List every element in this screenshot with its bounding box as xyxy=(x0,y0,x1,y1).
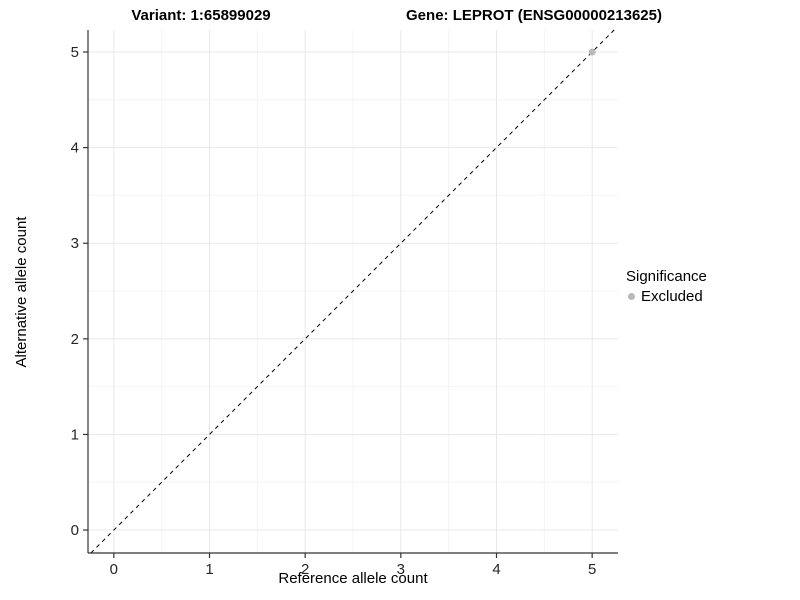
legend-item-label: Excluded xyxy=(641,288,703,305)
x-tick-label: 4 xyxy=(492,561,500,578)
y-tick-label: 1 xyxy=(71,426,79,443)
data-point xyxy=(588,48,596,56)
y-axis-title: Alternative allele count xyxy=(13,216,30,368)
x-tick-label: 5 xyxy=(588,561,596,578)
x-tick-label: 0 xyxy=(110,561,118,578)
x-tick-label: 1 xyxy=(205,561,213,578)
legend-item-excluded: Excluded xyxy=(626,288,796,305)
x-tick-label: 3 xyxy=(397,561,405,578)
y-tick-label: 3 xyxy=(71,235,79,252)
y-tick-label: 5 xyxy=(71,44,79,61)
plot-title-gene: Gene: LEPROT (ENSG00000213625) xyxy=(406,7,662,24)
plot-title-variant: Variant: 1:65899029 xyxy=(131,7,271,24)
x-axis-title: Reference allele count xyxy=(278,570,428,587)
legend: Significance Excluded xyxy=(626,268,796,305)
x-tick-label: 2 xyxy=(301,561,309,578)
y-tick-label: 2 xyxy=(71,331,79,348)
y-tick-label: 4 xyxy=(71,140,79,157)
legend-title: Significance xyxy=(626,268,707,285)
identity-line xyxy=(90,29,615,554)
y-tick-label: 0 xyxy=(71,522,79,539)
legend-dot-icon xyxy=(628,293,635,300)
